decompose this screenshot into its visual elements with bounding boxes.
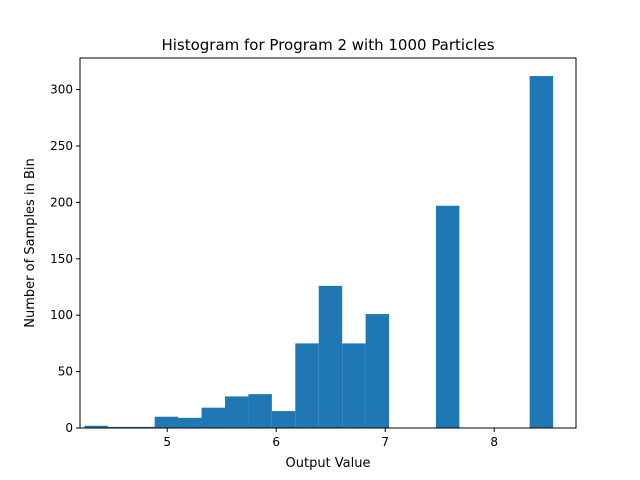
bars-group bbox=[84, 76, 554, 429]
y-axis-ticks: 0 50 100 150 200 250 300 bbox=[50, 83, 80, 435]
x-tick-label: 8 bbox=[490, 435, 498, 449]
histogram-bar-10 bbox=[318, 285, 343, 428]
x-tick-label: 7 bbox=[381, 435, 389, 449]
histogram-bar-3 bbox=[154, 416, 179, 428]
histogram-bar-15 bbox=[435, 205, 460, 428]
x-tick-label: 6 bbox=[272, 435, 280, 449]
y-tick-label: 150 bbox=[50, 252, 73, 266]
histogram-bar-7 bbox=[248, 394, 272, 428]
y-axis-label: Number of Samples in Bin bbox=[23, 158, 38, 327]
histogram-bar-2 bbox=[131, 426, 155, 428]
y-tick-label: 300 bbox=[50, 83, 73, 97]
x-axis-label: Output Value bbox=[286, 456, 371, 471]
x-axis-ticks: 5 6 7 8 bbox=[163, 428, 498, 449]
histogram-bar-8 bbox=[271, 411, 296, 428]
histogram-bar-19 bbox=[529, 76, 554, 429]
x-tick-label: 5 bbox=[163, 435, 171, 449]
histogram-bar-6 bbox=[224, 396, 249, 428]
y-tick-label: 100 bbox=[50, 308, 73, 322]
histogram-bar-5 bbox=[201, 407, 225, 428]
histogram-bar-0 bbox=[84, 425, 108, 428]
histogram-bar-1 bbox=[107, 426, 132, 428]
histogram-bar-4 bbox=[178, 417, 202, 428]
y-tick-label: 50 bbox=[58, 365, 73, 379]
histogram-bar-12 bbox=[365, 314, 390, 428]
histogram-bar-11 bbox=[342, 343, 366, 428]
y-tick-label: 200 bbox=[50, 195, 73, 209]
y-tick-label: 250 bbox=[50, 139, 73, 153]
plot-frame bbox=[79, 57, 577, 429]
chart-title: Histogram for Program 2 with 1000 Partic… bbox=[161, 36, 494, 54]
histogram-bar-9 bbox=[295, 343, 319, 428]
y-tick-label: 0 bbox=[65, 421, 73, 435]
